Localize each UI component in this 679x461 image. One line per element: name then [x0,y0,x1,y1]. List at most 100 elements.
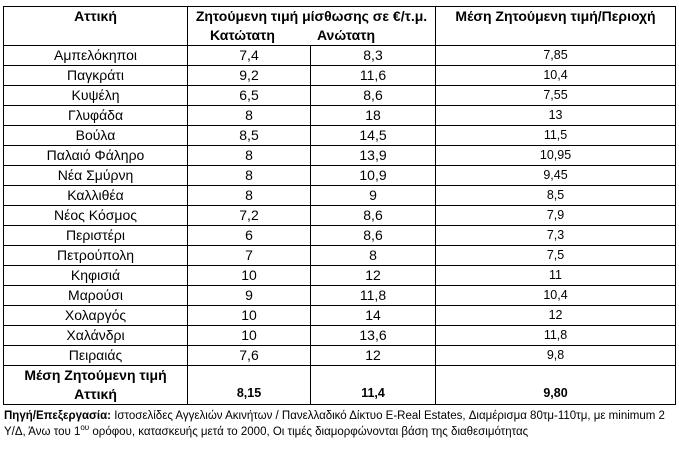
cell-max: 8,6 [309,205,437,226]
table-row: Γλυφάδα 8 18 13 [3,105,677,126]
cell-average: 7,3 [435,225,677,246]
cell-min: 10 [187,325,311,346]
cell-max: 14 [309,305,437,326]
price-table: Αττική Ζητούμενη τιμή μίσθωσης σε €/τ.μ.… [3,6,677,405]
source-note: Πηγή/Επεξεργασία: Ιστοσελίδες Αγγελιών Α… [3,408,675,440]
cell-max: 11,6 [309,65,437,86]
cell-max: 8,3 [309,45,437,66]
cell-max: 10,9 [309,165,437,186]
cell-min: 7,4 [187,45,311,66]
cell-average: 7,5 [435,245,677,266]
cell-min: 7,6 [187,345,311,366]
cell-max: 13,9 [309,145,437,166]
cell-area: Περιστέρι [3,225,188,246]
cell-average: 11,5 [435,125,677,146]
cell-min: 7,2 [187,205,311,226]
cell-max: 12 [309,265,437,286]
table-row: Καλλιθέα 8 9 8,5 [3,185,677,206]
cell-area: Καλλιθέα [3,185,188,206]
table-row: Παγκράτι 9,2 11,6 10,4 [3,65,677,86]
cell-max: 8,6 [309,85,437,106]
source-text-1: Ιστοσελίδες Αγγελιών Ακινήτων / Πανελλαδ… [4,410,665,438]
cell-area: Κυψέλη [3,85,188,106]
cell-max: 18 [309,105,437,126]
cell-max: 8,6 [309,225,437,246]
cell-area: Χαλάνδρι [3,325,188,346]
cell-min: 8,5 [187,125,311,146]
table-row: Κυψέλη 6,5 8,6 7,55 [3,85,677,106]
cell-average: 7,85 [435,45,677,66]
cell-min: 8 [187,165,311,186]
cell-max: 11,8 [309,285,437,306]
footer-max: 11,4 [309,365,437,405]
source-text-2: ορόφου, κατασκευής μετά το 2000, Οι τιμέ… [89,426,529,438]
footer-average: 9,80 [435,365,677,405]
cell-min: 7 [187,245,311,266]
table-row: Αμπελόκηποι 7,4 8,3 7,85 [3,45,677,66]
table-row: Πετρούπολη 7 8 7,5 [3,245,677,266]
cell-average: 13 [435,105,677,126]
cell-area: Χολαργός [3,305,188,326]
source-label: Πηγή/Επεξεργασία: [4,410,111,422]
cell-area: Μαρούσι [3,285,188,306]
cell-min: 6,5 [187,85,311,106]
table-row: Νέα Σμύρνη 8 10,9 9,45 [3,165,677,186]
cell-max: 13,6 [309,325,437,346]
cell-min: 8 [187,145,311,166]
cell-average: 9,8 [435,345,677,366]
cell-average: 11 [435,265,677,286]
cell-min: 9,2 [187,65,311,86]
cell-average: 10,4 [435,65,677,86]
cell-area: Κηφισιά [3,265,188,286]
cell-area: Πειραιάς [3,345,188,366]
cell-area: Παγκράτι [3,65,188,86]
cell-min: 10 [187,265,311,286]
cell-max: 12 [309,345,437,366]
cell-average: 9,45 [435,165,677,186]
footer-label-line2: Αττική [74,386,117,402]
header-average: Μέση Ζητούμενη τιμή/Περιοχή [435,6,677,46]
cell-average: 12 [435,305,677,326]
cell-min: 9 [187,285,311,306]
table-row: Πειραιάς 7,6 12 9,8 [3,345,677,366]
table-row: Περιστέρι 6 8,6 7,3 [3,225,677,246]
table-row: Μαρούσι 9 11,8 10,4 [3,285,677,306]
header-price-range: Ζητούμενη τιμή μίσθωσης σε €/τ.μ. Κατώτα… [186,6,437,46]
cell-max: 8 [309,245,437,266]
table-row: Κηφισιά 10 12 11 [3,265,677,286]
footer-label: Μέση Ζητούμενη τιμή Αττική [3,365,188,405]
table-row: Χαλάνδρι 10 13,6 11,8 [3,325,677,346]
table-header-row: Αττική Ζητούμενη τιμή μίσθωσης σε €/τ.μ.… [3,6,677,46]
cell-average: 11,8 [435,325,677,346]
cell-min: 10 [187,305,311,326]
footer-min: 8,15 [187,365,311,405]
cell-average: 7,9 [435,205,677,226]
table-row: Χολαργός 10 14 12 [3,305,677,326]
cell-average: 10,4 [435,285,677,306]
header-subcolumns: Κατώτατη Ανώτατη [188,26,435,45]
cell-max: 9 [309,185,437,206]
cell-area: Πετρούπολη [3,245,188,266]
source-superscript: ου [80,423,90,433]
cell-area: Νέα Σμύρνη [3,165,188,186]
cell-area: Γλυφάδα [3,105,188,126]
header-range-title: Ζητούμενη τιμή μίσθωσης σε €/τ.μ. [195,8,428,24]
table-row: Βούλα 8,5 14,5 11,5 [3,125,677,146]
table-row: Νέος Κόσμος 7,2 8,6 7,9 [3,205,677,226]
header-max: Ανώτατη [316,27,376,43]
table-footer-row: Μέση Ζητούμενη τιμή Αττική 8,15 11,4 9,8… [3,365,677,405]
cell-area: Παλαιό Φάληρο [3,145,188,166]
table-body: Αμπελόκηποι 7,4 8,3 7,85 Παγκράτι 9,2 11,6 10,4… [3,45,677,366]
cell-area: Αμπελόκηποι [3,45,188,66]
cell-area: Βούλα [3,125,188,146]
cell-average: 8,5 [435,185,677,206]
cell-min: 8 [187,105,311,126]
cell-min: 6 [187,225,311,246]
footer-label-line1: Μέση Ζητούμενη τιμή [24,367,167,383]
header-region: Αττική [3,6,188,46]
table-row: Παλαιό Φάληρο 8 13,9 10,95 [3,145,677,166]
header-min: Κατώτατη [210,27,275,43]
cell-area: Νέος Κόσμος [3,205,188,226]
cell-min: 8 [187,185,311,206]
cell-average: 7,55 [435,85,677,106]
